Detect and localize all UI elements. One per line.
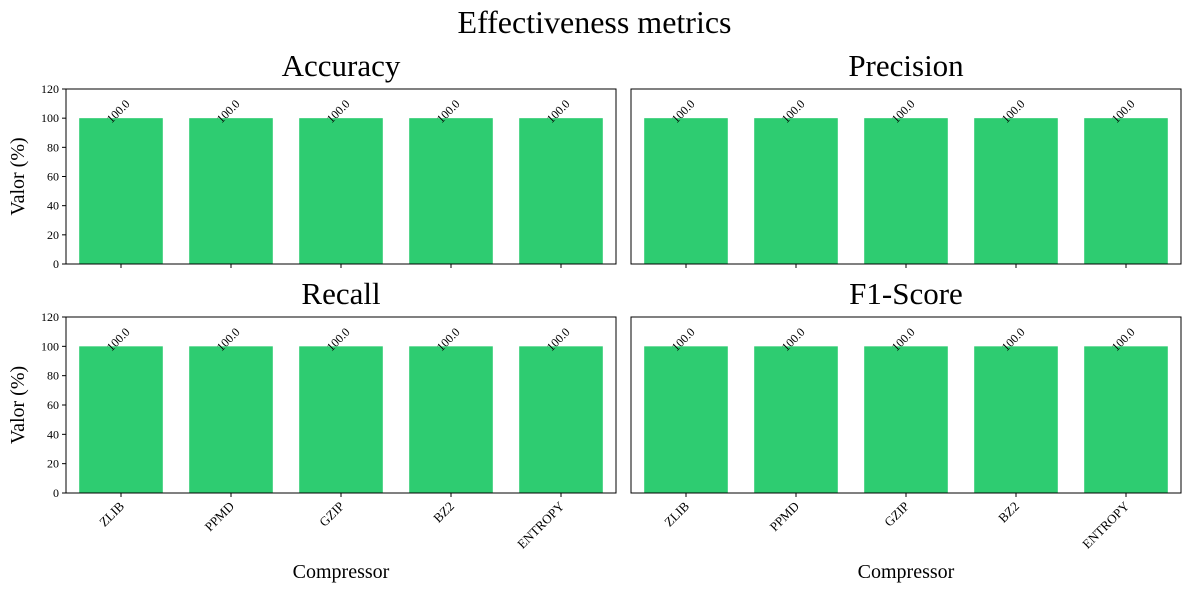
recall-ylabel: Valor (%) — [7, 366, 29, 444]
f1-score-panel: F1-Score100.0ZLIB100.0PPMD100.0GZIP100.0… — [630, 276, 1182, 583]
recall-ytick-label: 60 — [47, 398, 59, 412]
recall-ytick-label: 20 — [47, 457, 59, 471]
accuracy-ytick-label: 0 — [53, 257, 59, 271]
figure-suptitle: Effectiveness metrics — [458, 4, 732, 40]
f1-score-xtick-label-entropy: ENTROPY — [1079, 498, 1132, 551]
accuracy-ytick-label: 80 — [47, 140, 59, 154]
f1-score-xtick-label-zlib: ZLIB — [661, 498, 692, 529]
precision-title: Precision — [848, 48, 964, 83]
accuracy-axes-frame — [65, 88, 617, 265]
f1-score-bar-bz2 — [974, 346, 1058, 493]
accuracy-ytick-label: 20 — [47, 228, 59, 242]
recall-ytick-label: 80 — [47, 369, 59, 383]
accuracy-ytick-label: 100 — [41, 111, 59, 125]
recall-bar-ppmd — [189, 346, 273, 493]
accuracy-bar-bz2 — [409, 118, 493, 265]
accuracy-ytick-label: 60 — [47, 170, 59, 184]
precision-bar-zlib — [644, 118, 728, 265]
f1-score-xtick-label-bz2: BZ2 — [995, 499, 1022, 526]
recall-bar-bz2 — [409, 346, 493, 493]
precision-bar-ppmd — [754, 118, 838, 265]
recall-axes-frame — [65, 316, 617, 494]
f1-score-xtick-label-ppmd: PPMD — [766, 499, 802, 535]
precision-bar-entropy — [1084, 118, 1168, 265]
recall-bar-entropy — [519, 346, 603, 493]
recall-ytick-label: 120 — [41, 310, 59, 324]
recall-ytick-label: 0 — [53, 486, 59, 500]
f1-score-bar-gzip — [864, 346, 948, 493]
recall-xtick-label-entropy: ENTROPY — [514, 498, 567, 551]
recall-xtick-label-ppmd: PPMD — [201, 499, 237, 535]
accuracy-bar-gzip — [299, 118, 383, 265]
recall-title: Recall — [301, 276, 380, 311]
accuracy-bar-entropy — [519, 118, 603, 265]
accuracy-ylabel: Valor (%) — [7, 137, 29, 215]
f1-score-xlabel: Compressor — [858, 561, 955, 583]
f1-score-title: F1-Score — [849, 276, 963, 311]
recall-bar-zlib — [79, 346, 163, 493]
f1-score-bar-entropy — [1084, 346, 1168, 493]
accuracy-bar-zlib — [79, 118, 163, 265]
f1-score-axes-frame — [630, 316, 1182, 494]
recall-xtick-label-bz2: BZ2 — [430, 499, 457, 526]
recall-panel: Recall100.0ZLIB100.0PPMD100.0GZIP100.0BZ… — [7, 276, 617, 583]
f1-score-bar-zlib — [644, 346, 728, 493]
precision-bar-bz2 — [974, 118, 1058, 265]
accuracy-bar-ppmd — [189, 118, 273, 265]
f1-score-xtick-label-gzip: GZIP — [881, 499, 912, 530]
recall-bar-gzip — [299, 346, 383, 493]
precision-axes-frame — [630, 88, 1182, 265]
f1-score-bar-ppmd — [754, 346, 838, 493]
recall-ytick-label: 40 — [47, 427, 59, 441]
accuracy-ytick-label: 40 — [47, 199, 59, 213]
recall-xlabel: Compressor — [293, 561, 390, 583]
recall-xtick-label-zlib: ZLIB — [96, 498, 127, 529]
precision-bar-gzip — [864, 118, 948, 265]
accuracy-title: Accuracy — [282, 48, 401, 83]
recall-xtick-label-gzip: GZIP — [316, 499, 347, 530]
recall-ytick-label: 100 — [41, 339, 59, 353]
accuracy-ytick-label: 120 — [41, 82, 59, 96]
